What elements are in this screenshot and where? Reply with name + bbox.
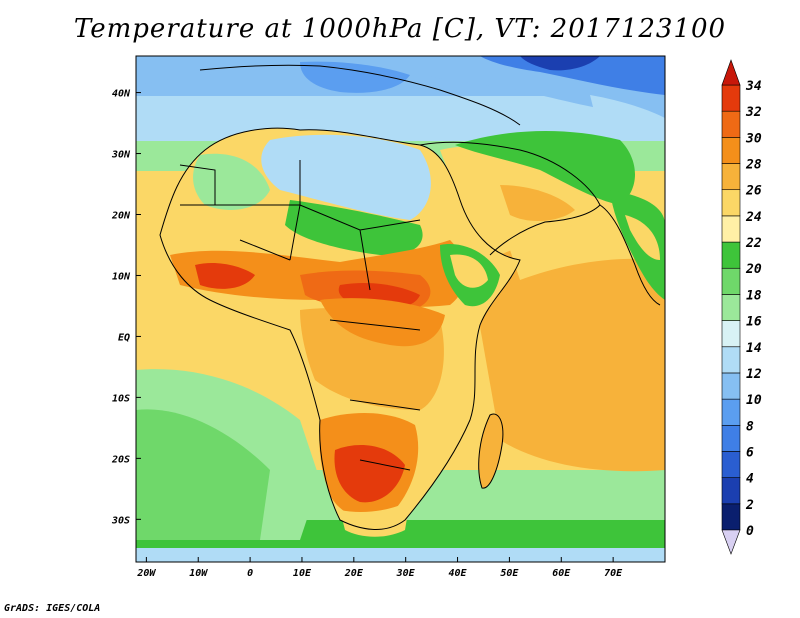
colorbar-swatch [721, 346, 741, 374]
colorbar-swatch [721, 372, 741, 400]
colorbar-under-arrow [721, 529, 741, 555]
colorbar-swatch [721, 163, 741, 191]
colorbar-level-label: 16 [746, 315, 762, 330]
lat-tick-label: 20S [111, 454, 130, 465]
colorbar-level-label: 18 [746, 288, 762, 303]
lon-tick-label: 60E [552, 568, 571, 579]
colorbar-swatch [721, 241, 741, 269]
colorbar-level-label: 32 [745, 105, 762, 120]
footer-credit: GrADS: IGES/COLA [4, 603, 101, 614]
lon-tick-label: 40E [449, 568, 468, 579]
colorbar-level-label: 24 [745, 210, 762, 225]
colorbar-swatch [721, 424, 741, 452]
lon-tick-label: 0 [247, 568, 253, 579]
colorbar-swatch [721, 189, 741, 217]
colorbar-level-label: 26 [745, 184, 762, 199]
colorbar-swatch [721, 320, 741, 348]
colorbar-level-label: 4 [746, 472, 754, 487]
colorbar-level-label: 6 [746, 445, 754, 460]
colorbar-level-label: 20 [745, 262, 762, 277]
colorbar-swatch [721, 84, 741, 112]
colorbar-swatch [721, 398, 741, 426]
colorbar-swatch [721, 215, 741, 243]
colorbar-level-label: 12 [746, 367, 762, 382]
colorbar-level-label: 28 [745, 158, 762, 173]
colorbar-swatch [721, 267, 741, 295]
colorbar-swatch [721, 503, 741, 531]
colorbar-level-label: 30 [745, 131, 762, 146]
colorbar-level-label: 10 [746, 393, 762, 408]
longitude-axis: 20W 10W 0 10E 20E 30E 40E 50E 60E 70E [136, 557, 623, 579]
lat-tick-label: 10S [112, 393, 130, 404]
colorbar-level-label: 22 [745, 236, 762, 251]
colorbar-swatch [721, 451, 741, 478]
plot-title: Temperature at 1000hPa [C], VT: 20171231… [73, 14, 727, 44]
colorbar-swatch [721, 477, 741, 505]
temperature-field [136, 56, 665, 562]
lon-tick-label: 10W [189, 568, 208, 579]
colorbar-swatch [721, 294, 741, 321]
colorbar-level-label: 8 [746, 419, 754, 434]
colorbar-level-label: 34 [745, 79, 762, 94]
lat-tick-label: 40N [112, 89, 131, 100]
colorbar-swatch [721, 137, 741, 164]
colorbar-over-arrow [721, 59, 741, 86]
colorbar-swatch [721, 110, 741, 138]
lon-tick-label: 20E [344, 568, 364, 579]
latitude-axis: 40N 30N 20N 10N EQ 10S 20S 30S [111, 89, 141, 526]
lat-tick-label: 30S [111, 515, 130, 526]
lat-tick-label: EQ [118, 332, 130, 343]
lon-tick-label: 10E [293, 568, 312, 579]
lon-tick-label: 20W [136, 568, 156, 579]
lat-tick-label: 20N [111, 211, 131, 222]
colorbar-level-label: 14 [746, 341, 762, 356]
colorbar-level-label: 2 [745, 498, 754, 513]
map-frame [135, 55, 666, 563]
colorbar-level-label: 0 [746, 524, 754, 539]
lat-tick-label: 10N [112, 271, 131, 282]
lon-tick-label: 70E [604, 568, 623, 579]
lat-tick-label: 30N [111, 150, 131, 161]
lon-tick-label: 50E [500, 568, 519, 579]
lon-tick-label: 30E [396, 568, 416, 579]
